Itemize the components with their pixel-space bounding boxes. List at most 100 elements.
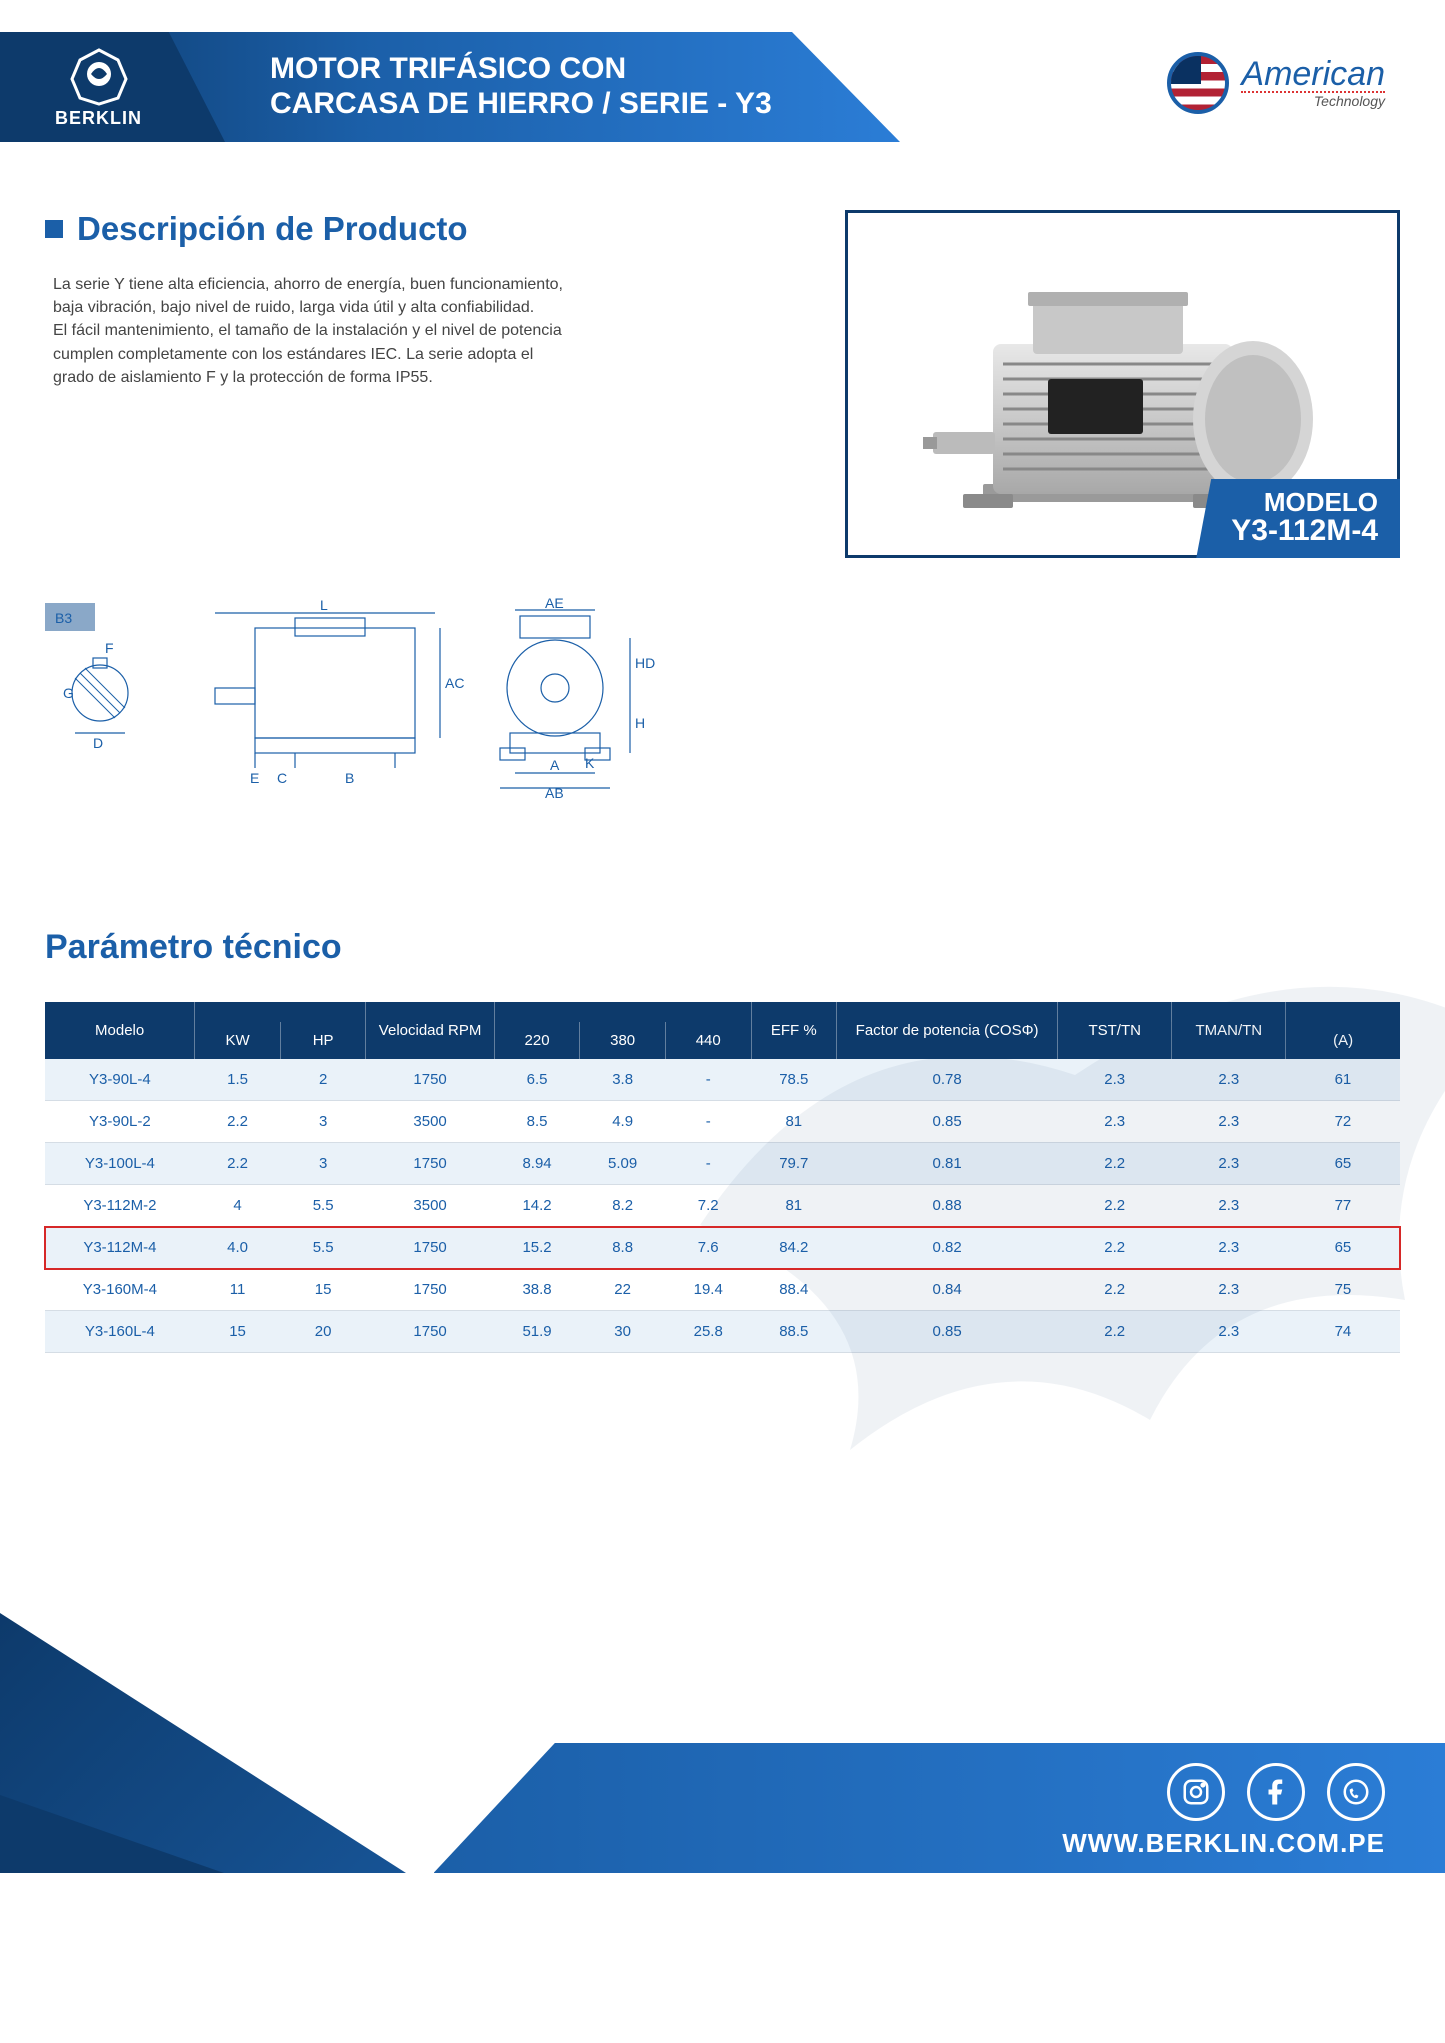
svg-text:G: G (63, 685, 74, 701)
table-cell: 3500 (366, 1185, 494, 1227)
table-header (1286, 1002, 1400, 1022)
table-cell: 4.0 (195, 1227, 281, 1269)
svg-text:F: F (105, 640, 114, 656)
table-cell: Y3-90L-2 (45, 1101, 195, 1143)
svg-text:AE: AE (545, 598, 564, 611)
table-cell: 2.3 (1172, 1227, 1286, 1269)
table-row: Y3-160L-41520175051.93025.888.50.852.22.… (45, 1311, 1400, 1353)
table-header (195, 1002, 366, 1022)
table-cell: 72 (1286, 1101, 1400, 1143)
footer: WWW.BERKLIN.COM.PE (0, 1613, 1445, 1873)
table-row: Y3-112M-245.5350014.28.27.2810.882.22.37… (45, 1185, 1400, 1227)
table-cell: 0.85 (837, 1311, 1058, 1353)
header: BERKLIN MOTOR TRIFÁSICO CON CARCASA DE H… (0, 0, 1445, 180)
table-cell: 2.3 (1172, 1059, 1286, 1101)
table-cell: 7.6 (665, 1227, 751, 1269)
table-cell: 2.3 (1058, 1059, 1172, 1101)
product-image-box: MODELO Y3-112M-4 (845, 210, 1400, 558)
table-cell: 11 (195, 1269, 281, 1311)
table-cell: Y3-100L-4 (45, 1143, 195, 1185)
american-tech-badge: American Technology (1167, 52, 1385, 114)
tech-params-section: Parámetro técnico ModeloVelocidad RPMEFF… (45, 928, 1400, 1353)
table-cell: 0.84 (837, 1269, 1058, 1311)
amtech-line1: American (1241, 57, 1385, 93)
us-flag-icon (1167, 52, 1229, 114)
table-cell: 2.3 (1172, 1143, 1286, 1185)
svg-text:HD: HD (635, 655, 655, 671)
table-cell: 1750 (366, 1143, 494, 1185)
table-cell: 8.94 (494, 1143, 580, 1185)
table-cell: 19.4 (665, 1269, 751, 1311)
table-cell: 25.8 (665, 1311, 751, 1353)
table-cell: 8.5 (494, 1101, 580, 1143)
table-cell: 3500 (366, 1101, 494, 1143)
table-cell: 0.82 (837, 1227, 1058, 1269)
table-cell: 5.5 (280, 1227, 366, 1269)
footer-url: WWW.BERKLIN.COM.PE (1062, 1828, 1385, 1859)
table-cell: 74 (1286, 1311, 1400, 1353)
description-heading: Descripción de Producto (77, 210, 468, 248)
table-header: 220 (494, 1022, 580, 1059)
table-cell: 2.2 (1058, 1311, 1172, 1353)
table-cell: 0.81 (837, 1143, 1058, 1185)
table-cell: 78.5 (751, 1059, 837, 1101)
table-cell: 15 (195, 1311, 281, 1353)
facebook-icon[interactable] (1247, 1763, 1305, 1821)
page-title: MOTOR TRIFÁSICO CON CARCASA DE HIERRO / … (270, 52, 772, 121)
svg-text:H: H (635, 715, 645, 731)
table-cell: 79.7 (751, 1143, 837, 1185)
title-line2: CARCASA DE HIERRO / SERIE - Y3 (270, 87, 772, 122)
model-tag: MODELO Y3-112M-4 (1196, 479, 1400, 559)
table-cell: - (665, 1059, 751, 1101)
table-header: TST/TN (1058, 1002, 1172, 1059)
table-header: 440 (665, 1022, 751, 1059)
description-section: Descripción de Producto La serie Y tiene… (45, 210, 805, 558)
whatsapp-icon[interactable] (1327, 1763, 1385, 1821)
table-header: EFF % (751, 1002, 837, 1059)
svg-text:AC: AC (445, 675, 464, 691)
table-row: Y3-100L-42.2317508.945.09-79.70.812.22.3… (45, 1143, 1400, 1185)
svg-text:D: D (93, 735, 103, 751)
table-cell: 4.9 (580, 1101, 666, 1143)
table-cell: 51.9 (494, 1311, 580, 1353)
diagram-badge: B3 (55, 610, 72, 626)
table-cell: 3.8 (580, 1059, 666, 1101)
table-cell: 7.2 (665, 1185, 751, 1227)
svg-text:K: K (585, 755, 595, 771)
instagram-icon[interactable] (1167, 1763, 1225, 1821)
table-cell: 6.5 (494, 1059, 580, 1101)
table-cell: Y3-112M-2 (45, 1185, 195, 1227)
table-cell: 65 (1286, 1227, 1400, 1269)
svg-text:C: C (277, 770, 287, 786)
model-label: MODELO (1231, 489, 1378, 515)
table-cell: 2.3 (1172, 1269, 1286, 1311)
svg-text:A: A (550, 757, 560, 773)
table-cell: 81 (751, 1185, 837, 1227)
title-line1: MOTOR TRIFÁSICO CON (270, 52, 772, 87)
table-cell: 3 (280, 1143, 366, 1185)
tech-heading: Parámetro técnico (45, 928, 1400, 967)
table-header: HP (280, 1022, 366, 1059)
table-row: Y3-90L-41.5217506.53.8-78.50.782.32.361 (45, 1059, 1400, 1101)
table-cell: 77 (1286, 1185, 1400, 1227)
table-cell: - (665, 1101, 751, 1143)
table-header: KW (195, 1022, 281, 1059)
table-cell: Y3-90L-4 (45, 1059, 195, 1101)
svg-text:B: B (345, 770, 354, 786)
table-cell: 2.2 (1058, 1269, 1172, 1311)
table-cell: 0.85 (837, 1101, 1058, 1143)
table-cell: 88.4 (751, 1269, 837, 1311)
table-cell: - (665, 1143, 751, 1185)
brand-name: BERKLIN (55, 108, 142, 129)
table-cell: 88.5 (751, 1311, 837, 1353)
table-cell: 3 (280, 1101, 366, 1143)
table-cell: 4 (195, 1185, 281, 1227)
table-cell: 0.88 (837, 1185, 1058, 1227)
table-cell: 5.09 (580, 1143, 666, 1185)
table-cell: 14.2 (494, 1185, 580, 1227)
svg-text:AB: AB (545, 785, 564, 798)
table-cell: 30 (580, 1311, 666, 1353)
table-cell: 5.5 (280, 1185, 366, 1227)
table-row: Y3-160M-41115175038.82219.488.40.842.22.… (45, 1269, 1400, 1311)
table-cell: 65 (1286, 1143, 1400, 1185)
